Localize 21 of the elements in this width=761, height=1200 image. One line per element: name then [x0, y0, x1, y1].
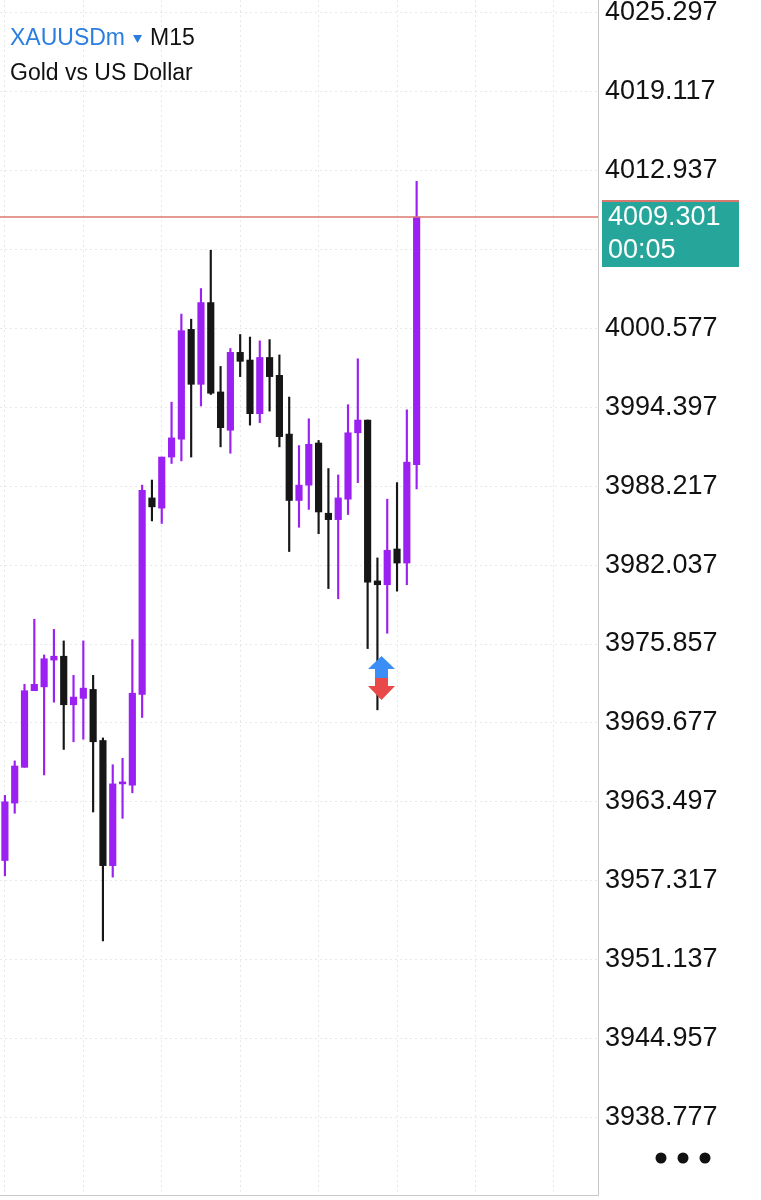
- candlestick: [69, 675, 78, 743]
- y-tick-label: 3944.957: [605, 1021, 718, 1052]
- y-tick-label: 3963.497: [605, 785, 718, 816]
- y-tick-label: 3988.217: [605, 469, 718, 500]
- y-tick-label: 4025.297: [605, 0, 718, 27]
- y-tick-label: 4019.117: [605, 75, 716, 106]
- y-tick-label: 3969.677: [605, 706, 718, 737]
- text: XAUUSDm: [10, 24, 126, 50]
- y-tick-label: 3951.137: [605, 943, 718, 974]
- ref-line-label: 4009.301: [608, 201, 721, 232]
- candlestick: [167, 401, 176, 464]
- y-tick-label: 3957.317: [605, 864, 718, 895]
- y-tick-label: 4012.937: [605, 154, 718, 185]
- text: Gold vs US Dollar: [10, 58, 194, 87]
- annotation: M15: [150, 24, 195, 50]
- y-tick-label: 3982.037: [605, 548, 718, 579]
- text: 00:05: [608, 234, 676, 265]
- y-tick-label: 4000.577: [605, 311, 718, 342]
- y-tick-label: 3938.777: [605, 1100, 718, 1131]
- y-tick-label: 3994.397: [605, 390, 718, 421]
- y-tick-label: 3975.857: [605, 627, 718, 658]
